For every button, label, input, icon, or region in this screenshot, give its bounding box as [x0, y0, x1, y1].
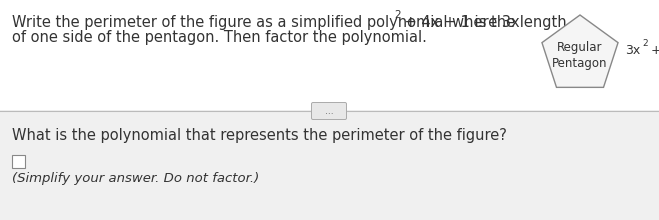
Text: Write the perimeter of the figure as a simplified polynomial where 3x: Write the perimeter of the figure as a s… [12, 15, 520, 30]
FancyBboxPatch shape [0, 110, 659, 220]
FancyBboxPatch shape [0, 0, 659, 110]
Text: Pentagon: Pentagon [552, 57, 608, 70]
Text: What is the polynomial that represents the perimeter of the figure?: What is the polynomial that represents t… [12, 128, 507, 143]
Text: ...: ... [325, 106, 333, 116]
Text: Regular: Regular [558, 42, 603, 55]
Polygon shape [542, 15, 618, 87]
FancyBboxPatch shape [312, 103, 347, 119]
Text: + 4x +: + 4x + [647, 44, 659, 57]
Text: 3x: 3x [625, 44, 641, 57]
Text: + 4x + 1 is the length: + 4x + 1 is the length [400, 15, 567, 30]
Text: of one side of the pentagon. Then factor the polynomial.: of one side of the pentagon. Then factor… [12, 30, 427, 45]
Text: 2: 2 [642, 40, 648, 48]
FancyBboxPatch shape [12, 155, 25, 168]
Text: (Simplify your answer. Do not factor.): (Simplify your answer. Do not factor.) [12, 172, 259, 185]
Text: 2: 2 [394, 10, 401, 20]
